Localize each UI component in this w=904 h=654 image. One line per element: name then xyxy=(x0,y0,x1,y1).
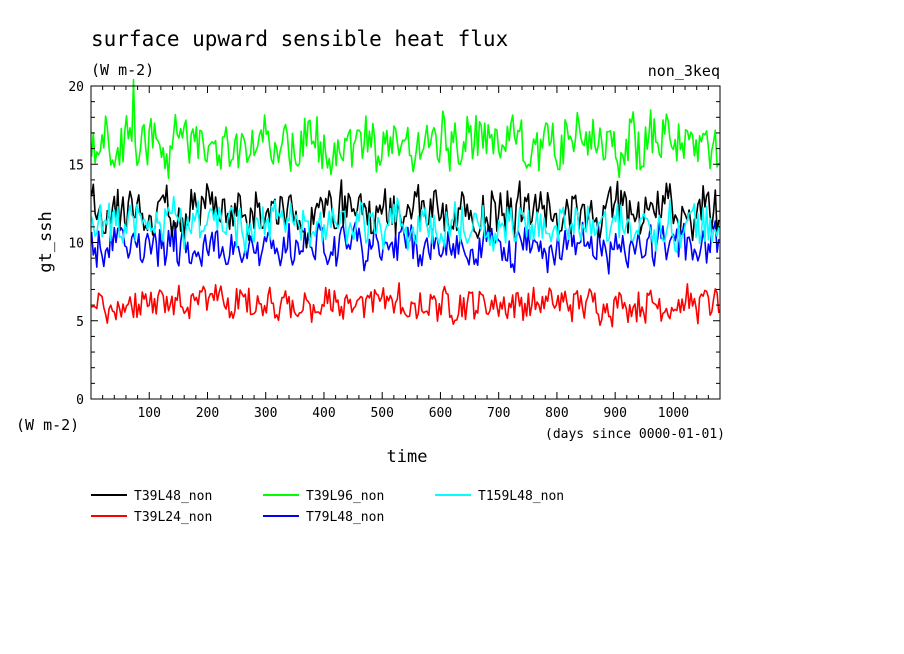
chart-units: (W m-2) xyxy=(91,61,154,79)
y-tick-label: 15 xyxy=(68,158,84,173)
legend-label: T39L24_non xyxy=(134,510,212,525)
y-units-label: (W m-2) xyxy=(16,416,79,434)
legend: T39L48_non T39L96_non T159L48_non T39L24_no… xyxy=(91,489,564,525)
series-layer xyxy=(90,78,720,328)
y-axis-label: gt_ssh xyxy=(36,211,56,272)
x-tick-label: 600 xyxy=(429,406,452,421)
legend-label: T79L48_non xyxy=(306,510,384,525)
series-line xyxy=(90,219,720,275)
x-tick-label: 400 xyxy=(312,406,335,421)
legend-label: T39L96_non xyxy=(306,489,384,504)
series-line xyxy=(90,195,720,255)
y-tick-label: 10 xyxy=(68,237,84,252)
series-line xyxy=(90,78,720,180)
x-tick-label: 700 xyxy=(487,406,510,421)
series-line xyxy=(91,282,720,328)
y-tick-label: 20 xyxy=(68,80,84,95)
axes: 100 200 300 400 500 600 700 800 900 1000 0 5 10 15 20 xyxy=(68,80,721,421)
x-tick-label: 100 xyxy=(137,406,160,421)
experiment-label: non_3keq xyxy=(648,62,720,80)
y-tick-label: 0 xyxy=(76,393,84,408)
x-tick-label: 1000 xyxy=(658,406,689,421)
legend-label: T159L48_non xyxy=(478,489,564,504)
y-tick-label: 5 xyxy=(76,315,84,330)
series-line xyxy=(90,179,720,249)
x-axis-label: time xyxy=(387,447,428,467)
x-axis-note: (days since 0000-01-01) xyxy=(545,427,725,442)
x-tick-label: 900 xyxy=(603,406,626,421)
x-tick-label: 200 xyxy=(196,406,219,421)
x-tick-label: 500 xyxy=(370,406,393,421)
legend-label: T39L48_non xyxy=(134,489,212,504)
chart-title: surface upward sensible heat flux xyxy=(91,27,508,51)
x-tick-label: 300 xyxy=(254,406,277,421)
x-tick-label: 800 xyxy=(545,406,568,421)
